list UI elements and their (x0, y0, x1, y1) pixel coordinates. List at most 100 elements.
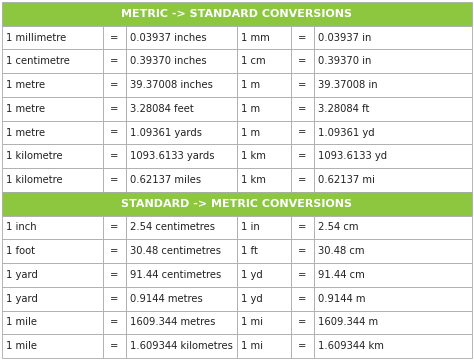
Text: 1 cm: 1 cm (241, 56, 265, 66)
Text: 30.48 centimetres: 30.48 centimetres (129, 246, 220, 256)
Text: =: = (298, 294, 307, 304)
Text: 1 m: 1 m (241, 127, 260, 138)
Text: 0.03937 in: 0.03937 in (318, 33, 371, 42)
Text: =: = (298, 104, 307, 114)
Bar (291, 239, 314, 263)
Text: 1 mi: 1 mi (241, 341, 263, 351)
Text: 1 in: 1 in (241, 222, 260, 233)
Text: =: = (110, 127, 118, 138)
Bar (291, 168, 314, 192)
Text: 1 ft: 1 ft (241, 246, 258, 256)
Text: =: = (110, 80, 118, 90)
Text: =: = (110, 270, 118, 280)
Text: 1 mile: 1 mile (6, 318, 37, 327)
Text: =: = (110, 151, 118, 161)
Text: 1 yd: 1 yd (241, 294, 263, 304)
Bar (314, 121, 472, 144)
Text: =: = (298, 175, 307, 185)
Bar (2, 49, 103, 73)
Text: =: = (298, 222, 307, 233)
Bar (2, 216, 103, 239)
Bar (291, 263, 314, 287)
Bar (314, 144, 472, 168)
Bar (237, 216, 291, 239)
Text: 1 inch: 1 inch (6, 222, 36, 233)
Text: 1 m: 1 m (241, 80, 260, 90)
Bar (126, 334, 237, 358)
Bar (237, 168, 291, 192)
Text: 3.28084 ft: 3.28084 ft (318, 104, 369, 114)
Bar (314, 263, 472, 287)
Text: 1 mile: 1 mile (6, 341, 37, 351)
Bar (314, 73, 472, 97)
Text: 1 centimetre: 1 centimetre (6, 56, 70, 66)
Bar (291, 26, 314, 49)
Text: 0.39370 inches: 0.39370 inches (129, 56, 206, 66)
Bar (2, 192, 472, 216)
Text: 3.28084 feet: 3.28084 feet (129, 104, 193, 114)
Bar (291, 216, 314, 239)
Text: =: = (298, 33, 307, 42)
Bar (103, 121, 126, 144)
Bar (237, 49, 291, 73)
Bar (103, 263, 126, 287)
Text: 30.48 cm: 30.48 cm (318, 246, 364, 256)
Text: 0.62137 mi: 0.62137 mi (318, 175, 374, 185)
Text: 1093.6133 yards: 1093.6133 yards (129, 151, 214, 161)
Text: 1 yard: 1 yard (6, 294, 38, 304)
Bar (2, 73, 103, 97)
Bar (291, 311, 314, 334)
Text: 0.03937 inches: 0.03937 inches (129, 33, 206, 42)
Text: =: = (298, 246, 307, 256)
Text: =: = (298, 56, 307, 66)
Text: 1 metre: 1 metre (6, 127, 45, 138)
Text: 0.39370 in: 0.39370 in (318, 56, 371, 66)
Text: =: = (298, 80, 307, 90)
Text: 91.44 cm: 91.44 cm (318, 270, 365, 280)
Bar (2, 26, 103, 49)
Text: 0.62137 miles: 0.62137 miles (129, 175, 201, 185)
Text: 1 m: 1 m (241, 104, 260, 114)
Bar (103, 73, 126, 97)
Bar (126, 73, 237, 97)
Bar (2, 97, 103, 121)
Text: 1 millimetre: 1 millimetre (6, 33, 66, 42)
Bar (291, 287, 314, 311)
Text: =: = (298, 270, 307, 280)
Bar (103, 311, 126, 334)
Bar (314, 49, 472, 73)
Text: 1 kilometre: 1 kilometre (6, 175, 63, 185)
Bar (314, 311, 472, 334)
Text: 39.37008 in: 39.37008 in (318, 80, 377, 90)
Bar (2, 263, 103, 287)
Bar (2, 121, 103, 144)
Text: =: = (110, 222, 118, 233)
Text: 1 kilometre: 1 kilometre (6, 151, 63, 161)
Bar (103, 26, 126, 49)
Bar (291, 73, 314, 97)
Bar (126, 49, 237, 73)
Bar (314, 239, 472, 263)
Bar (126, 168, 237, 192)
Bar (237, 263, 291, 287)
Bar (291, 97, 314, 121)
Bar (126, 311, 237, 334)
Text: =: = (110, 341, 118, 351)
Text: 2.54 cm: 2.54 cm (318, 222, 358, 233)
Text: =: = (298, 318, 307, 327)
Text: 1 yd: 1 yd (241, 270, 263, 280)
Bar (2, 287, 103, 311)
Bar (126, 287, 237, 311)
Bar (103, 97, 126, 121)
Text: 1609.344 metres: 1609.344 metres (129, 318, 215, 327)
Bar (314, 26, 472, 49)
Text: STANDARD -> METRIC CONVERSIONS: STANDARD -> METRIC CONVERSIONS (121, 199, 353, 209)
Text: 1 metre: 1 metre (6, 104, 45, 114)
Text: 1093.6133 yd: 1093.6133 yd (318, 151, 387, 161)
Bar (103, 216, 126, 239)
Text: 1 mi: 1 mi (241, 318, 263, 327)
Bar (237, 334, 291, 358)
Text: =: = (110, 104, 118, 114)
Bar (2, 334, 103, 358)
Bar (314, 334, 472, 358)
